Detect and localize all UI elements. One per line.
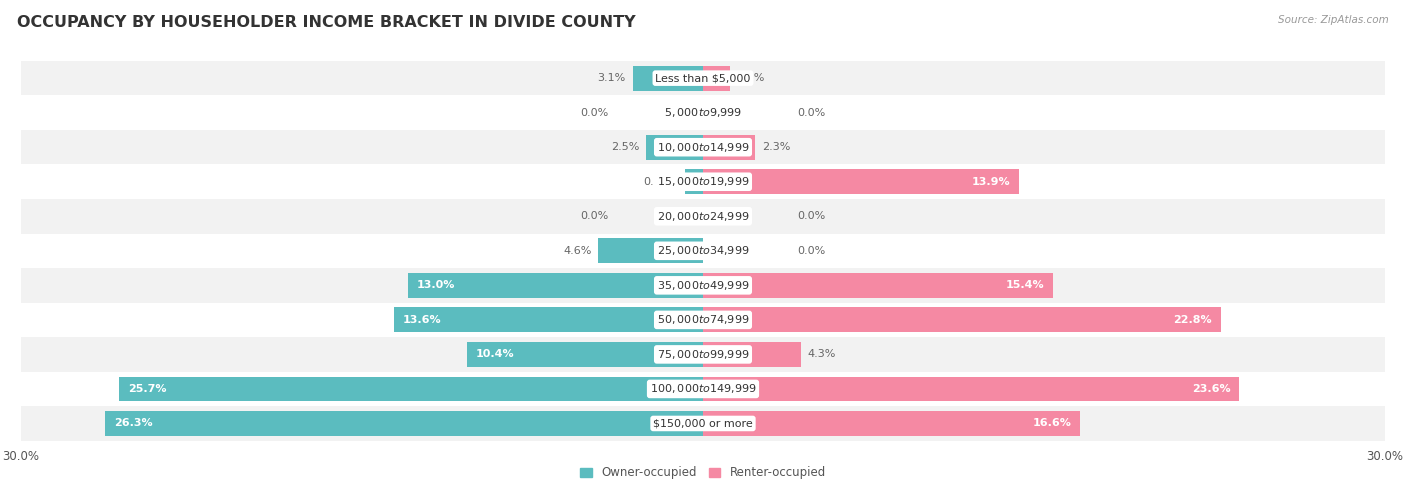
Bar — [21, 268, 1385, 302]
Text: 13.0%: 13.0% — [416, 281, 456, 290]
Bar — [633, 66, 703, 91]
Bar — [647, 135, 703, 160]
Text: Less than $5,000: Less than $5,000 — [655, 73, 751, 83]
Text: 13.9%: 13.9% — [972, 177, 1010, 187]
Text: 23.6%: 23.6% — [1192, 384, 1230, 394]
Text: 0.77%: 0.77% — [643, 177, 679, 187]
Text: $75,000 to $99,999: $75,000 to $99,999 — [657, 348, 749, 361]
Text: $150,000 or more: $150,000 or more — [654, 418, 752, 429]
Text: 22.8%: 22.8% — [1174, 315, 1212, 325]
Bar — [21, 95, 1385, 130]
Bar — [21, 234, 1385, 268]
Text: 3.1%: 3.1% — [598, 73, 626, 83]
Text: 4.6%: 4.6% — [564, 246, 592, 256]
Bar — [599, 238, 703, 263]
Text: OCCUPANCY BY HOUSEHOLDER INCOME BRACKET IN DIVIDE COUNTY: OCCUPANCY BY HOUSEHOLDER INCOME BRACKET … — [17, 15, 636, 30]
Bar — [21, 337, 1385, 372]
Bar — [21, 61, 1385, 95]
Text: 0.0%: 0.0% — [797, 211, 825, 221]
Text: 16.6%: 16.6% — [1032, 418, 1071, 429]
Bar — [467, 342, 703, 367]
Text: 25.7%: 25.7% — [128, 384, 166, 394]
Bar — [703, 376, 1240, 401]
Text: 4.3%: 4.3% — [807, 349, 837, 359]
Text: 0.0%: 0.0% — [581, 108, 609, 118]
Bar — [394, 307, 703, 332]
Bar — [703, 135, 755, 160]
Bar — [703, 66, 730, 91]
Text: $25,000 to $34,999: $25,000 to $34,999 — [657, 244, 749, 257]
Bar — [703, 342, 801, 367]
Text: $100,000 to $149,999: $100,000 to $149,999 — [650, 382, 756, 395]
Text: $35,000 to $49,999: $35,000 to $49,999 — [657, 279, 749, 292]
Bar — [686, 169, 703, 194]
Text: $5,000 to $9,999: $5,000 to $9,999 — [664, 106, 742, 119]
Text: 0.0%: 0.0% — [797, 246, 825, 256]
Bar — [408, 273, 703, 298]
Text: $20,000 to $24,999: $20,000 to $24,999 — [657, 210, 749, 223]
Text: 2.5%: 2.5% — [612, 142, 640, 152]
Text: 0.0%: 0.0% — [797, 108, 825, 118]
Text: 10.4%: 10.4% — [475, 349, 515, 359]
Text: $50,000 to $74,999: $50,000 to $74,999 — [657, 313, 749, 326]
Bar — [21, 302, 1385, 337]
Bar — [21, 199, 1385, 234]
Bar — [120, 376, 703, 401]
Bar — [703, 169, 1019, 194]
Bar — [703, 307, 1222, 332]
Text: 15.4%: 15.4% — [1005, 281, 1045, 290]
Text: 2.3%: 2.3% — [762, 142, 790, 152]
Bar — [21, 130, 1385, 165]
Bar — [703, 411, 1080, 436]
Text: 13.6%: 13.6% — [404, 315, 441, 325]
Bar — [703, 273, 1053, 298]
Text: 1.2%: 1.2% — [737, 73, 765, 83]
Text: $10,000 to $14,999: $10,000 to $14,999 — [657, 141, 749, 154]
Text: $15,000 to $19,999: $15,000 to $19,999 — [657, 175, 749, 188]
Legend: Owner-occupied, Renter-occupied: Owner-occupied, Renter-occupied — [575, 462, 831, 484]
Bar — [21, 165, 1385, 199]
Text: Source: ZipAtlas.com: Source: ZipAtlas.com — [1278, 15, 1389, 25]
Bar — [21, 406, 1385, 441]
Bar — [21, 372, 1385, 406]
Text: 0.0%: 0.0% — [581, 211, 609, 221]
Text: 26.3%: 26.3% — [114, 418, 153, 429]
Bar — [105, 411, 703, 436]
